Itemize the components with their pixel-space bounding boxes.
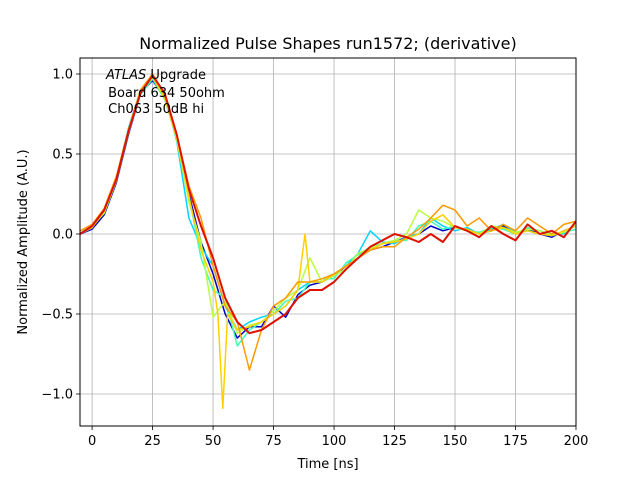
series-line-7 [80, 74, 576, 335]
plot-frame [79, 57, 577, 427]
y-tick-label: 0.0 [52, 228, 73, 243]
y-tick-label: 1.0 [52, 68, 73, 83]
grid [80, 58, 577, 426]
x-axis-label: Time [ns] [296, 457, 358, 472]
annotation-upgrade: Upgrade [146, 68, 206, 83]
x-tick-label: 75 [265, 434, 282, 449]
plot-background [80, 58, 576, 426]
y-tick-label: 0.5 [52, 148, 73, 163]
x-tick-label: 200 [564, 434, 589, 449]
y-axis-ticks: −1.0 −0.5 0.0 0.5 1.0 [41, 68, 80, 403]
annotation-line-2: Board 634 50ohm [104, 86, 225, 101]
x-tick-label: 0 [88, 434, 96, 449]
x-tick-label: 125 [382, 434, 407, 449]
annotation-atlas: ATLAS [105, 68, 146, 83]
series-group [80, 73, 576, 410]
chart-title: Normalized Pulse Shapes run1572; (deriva… [139, 34, 516, 53]
annotation-line-1: ATLAS Upgrade [105, 68, 206, 83]
x-tick-label: 175 [503, 434, 528, 449]
annotation-line-3: Ch063 50dB hi [104, 102, 204, 117]
x-tick-label: 100 [322, 434, 347, 449]
x-axis-ticks: 0 25 50 75 100 125 150 175 200 [88, 426, 588, 449]
x-tick-label: 150 [443, 434, 468, 449]
x-tick-label: 50 [205, 434, 222, 449]
y-tick-label: −0.5 [41, 308, 73, 323]
y-tick-label: −1.0 [41, 388, 73, 403]
plot-area: 0 25 50 75 100 125 150 175 200 −1.0 −0.5 0.0 0.5 1.0 [41, 57, 588, 449]
x-tick-label: 25 [144, 434, 161, 449]
y-axis-label: Normalized Amplitude (A.U.) [16, 149, 31, 334]
annotation: ATLAS Upgrade Board 634 50ohm Ch063 50dB… [104, 68, 225, 117]
